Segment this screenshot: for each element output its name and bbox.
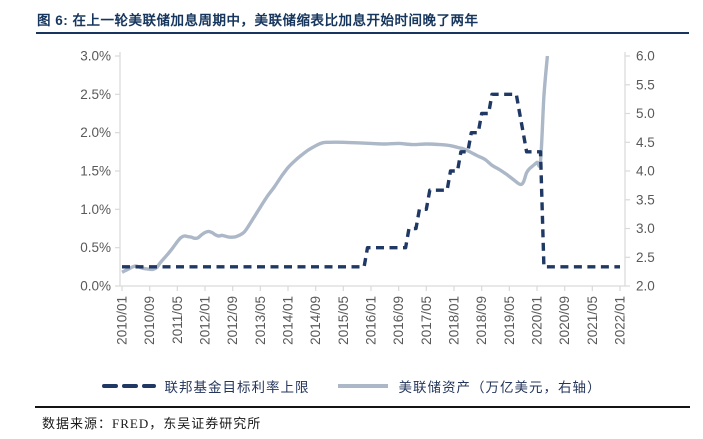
footer-divider — [35, 406, 690, 408]
x-tick-label: 2014/09 — [308, 296, 323, 345]
y-right-tick-label: 5.5 — [636, 77, 655, 92]
y-right-tick-label: 3.5 — [636, 192, 655, 207]
data-source-text: 数据来源：FRED，东吴证券研究所 — [42, 416, 262, 431]
y-left-tick-label: 1.0% — [80, 202, 111, 217]
y-right-tick-label: 2.0 — [636, 279, 655, 294]
x-tick-label: 2019/05 — [502, 296, 517, 345]
assets-line-series — [121, 55, 550, 274]
y-right-tick-label: 3.0 — [636, 221, 655, 236]
y-left-tick-label: 2.5% — [80, 87, 111, 102]
y-right-tick-label: 4.5 — [636, 135, 655, 150]
legend-label-rate: 联邦基金目标利率上限 — [164, 380, 310, 395]
rate-line-series — [122, 92, 620, 269]
y-right-tick-label: 2.5 — [636, 250, 655, 265]
x-tick-label: 2021/05 — [585, 296, 600, 345]
x-tick-label: 2011/05 — [170, 296, 185, 344]
chart-legend: 联邦基金目标利率上限 美联储资产（万亿美元，右轴） — [0, 374, 703, 398]
y-right-tick-label: 5.0 — [636, 106, 655, 121]
x-tick-label: 2018/09 — [474, 296, 489, 345]
x-tick-label: 2015/05 — [336, 296, 351, 345]
x-tick-label: 2017/05 — [419, 296, 434, 345]
legend-item-assets: 美联储资产（万亿美元，右轴） — [336, 376, 602, 396]
y-left-tick-label: 0.5% — [80, 240, 111, 255]
assets-solid-swatch — [337, 384, 388, 388]
x-tick-label: 2022/01 — [613, 296, 628, 345]
rate-dashed-swatch — [101, 384, 156, 388]
figure-title: 图 6: 在上一轮美联储加息周期中，美联储缩表比加息开始时间晚了两年 — [37, 13, 479, 28]
x-tick-label: 2014/01 — [281, 296, 296, 345]
x-tick-label: 2012/09 — [225, 296, 240, 345]
x-tick-label: 2010/09 — [142, 296, 157, 345]
x-tick-label: 2018/01 — [447, 296, 462, 345]
x-tick-label: 2016/09 — [391, 296, 406, 345]
y-left-tick-label: 2.0% — [80, 125, 111, 140]
x-tick-label: 2012/01 — [198, 296, 213, 345]
title-divider — [36, 32, 689, 34]
x-tick-label: 2016/01 — [364, 296, 379, 345]
y-right-tick-label: 6.0 — [636, 49, 655, 64]
y-right-tick-label: 4.0 — [636, 164, 655, 179]
y-left-tick-label: 1.5% — [80, 164, 111, 179]
x-tick-label: 2020/09 — [557, 296, 572, 345]
legend-item-rate: 联邦基金目标利率上限 — [101, 376, 310, 396]
x-tick-label: 2020/01 — [530, 296, 545, 345]
x-tick-label: 2013/05 — [253, 296, 268, 345]
y-left-tick-label: 0.0% — [80, 279, 111, 294]
legend-label-assets: 美联储资产（万亿美元，右轴） — [398, 380, 602, 395]
x-tick-label: 2010/01 — [115, 296, 130, 345]
y-left-tick-label: 3.0% — [80, 49, 111, 64]
